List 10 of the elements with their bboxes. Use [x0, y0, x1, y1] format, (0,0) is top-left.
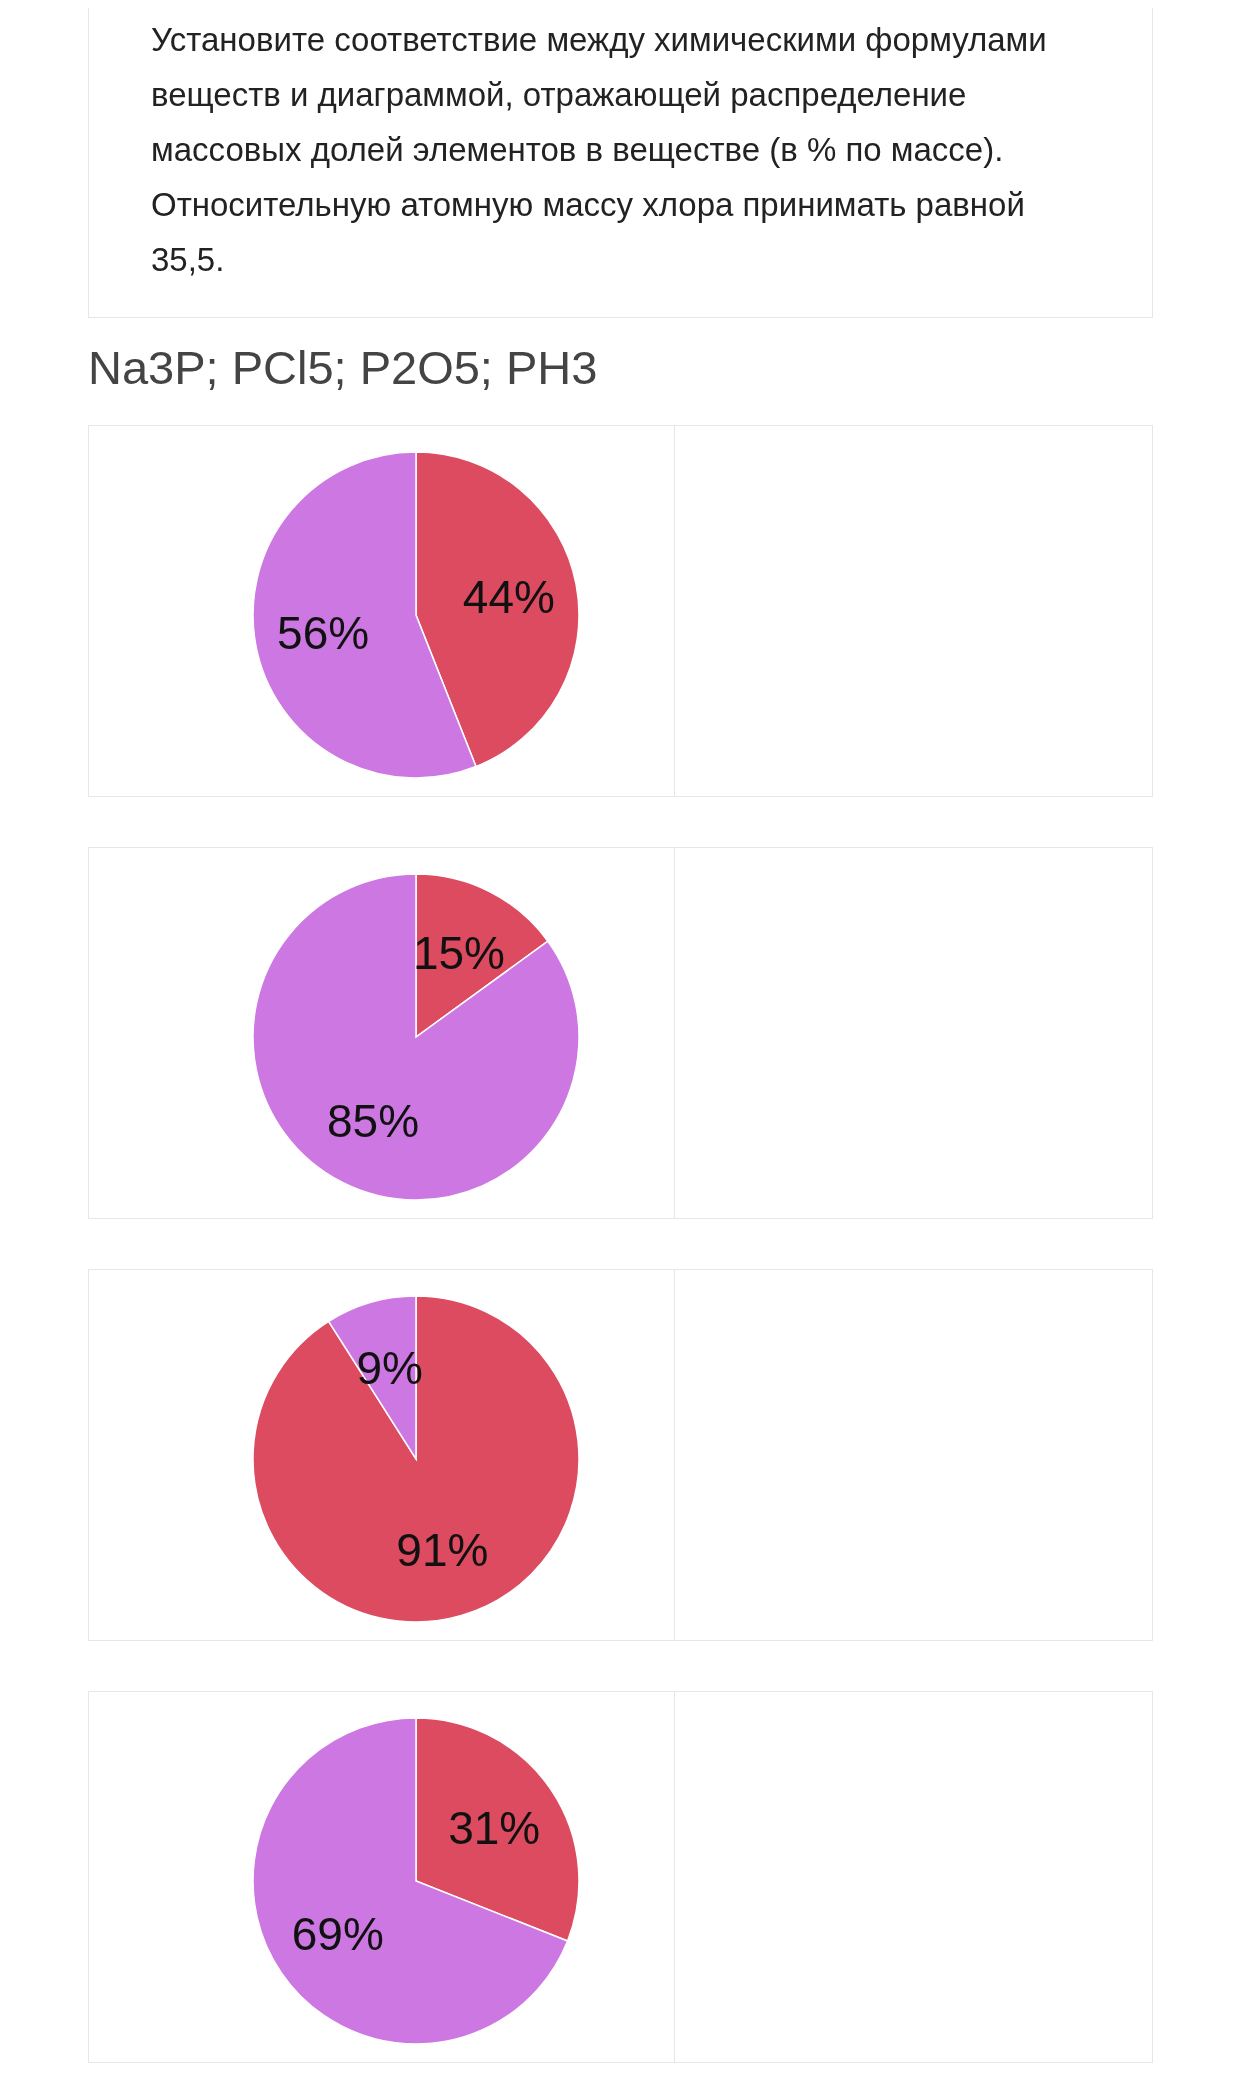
data-label: 91% [396, 1523, 489, 1576]
data-label: 44% [462, 571, 555, 624]
text: Na3P; PCl5; P2O5; PH3 [88, 340, 599, 395]
pie-slice [252, 1295, 580, 1623]
data-label: 56% [277, 606, 370, 659]
data-label: 69% [291, 1908, 384, 1961]
pie-slice [252, 873, 580, 1201]
data-label: 85% [327, 1095, 420, 1148]
data-label: 31% [448, 1801, 541, 1854]
text: Установите соответствие между химическими формулами веществ и диаграммой, отражающей распределение массовых долей элементов в веществе (в % по массе). Относительную атомную массу хлора принимать равной 35,5. [151, 21, 1047, 278]
